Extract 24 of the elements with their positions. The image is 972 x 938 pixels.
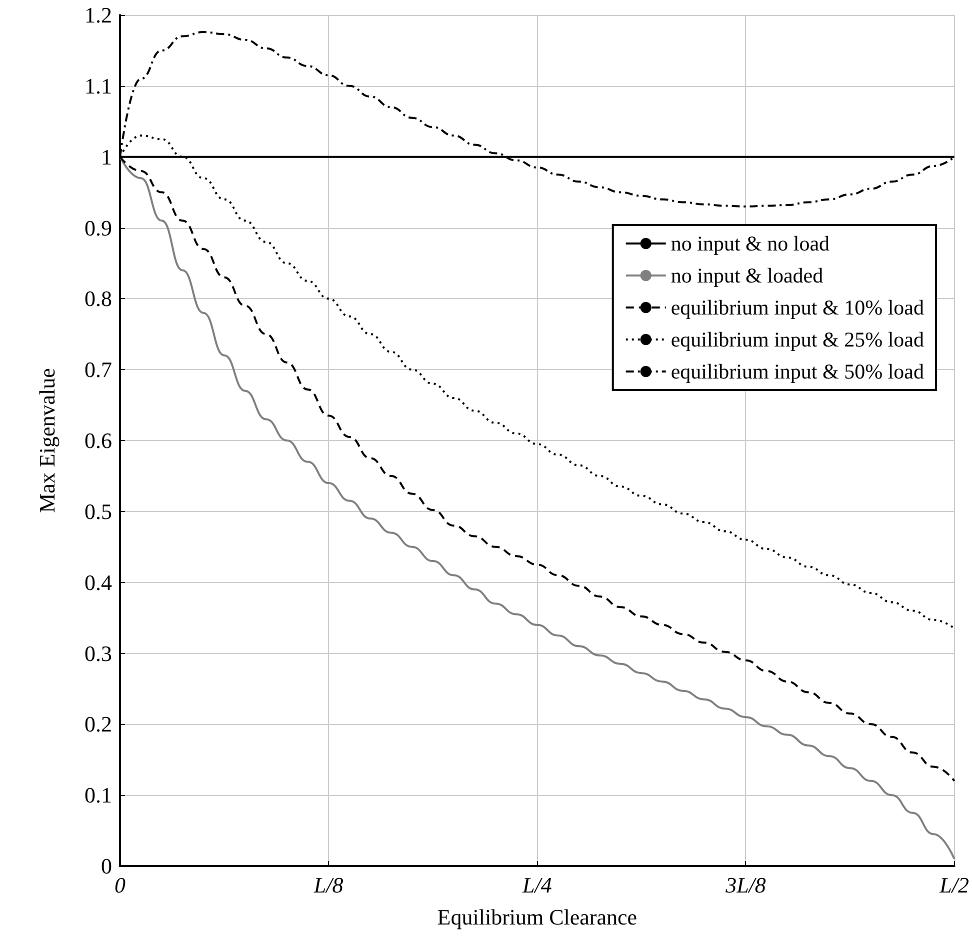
x-tick-label: L/8 — [312, 872, 344, 898]
y-tick-label: 0.7 — [84, 357, 112, 382]
y-tick-label: 0.9 — [84, 215, 112, 240]
legend-label: no input & loaded — [670, 264, 824, 288]
x-tick-label: 3L/8 — [724, 872, 766, 898]
legend-label: no input & no load — [670, 232, 830, 256]
y-tick-label: 1.2 — [84, 2, 112, 28]
legend-label: equilibrium input & 50% load — [670, 360, 924, 384]
y-tick-label: 0.4 — [84, 570, 112, 595]
x-tick-label: L/4 — [521, 872, 552, 898]
y-tick-label: 0.8 — [84, 286, 112, 312]
y-tick-label: 0 — [101, 854, 112, 878]
y-tick-label: 0.5 — [84, 498, 112, 524]
y-tick-label: 0.1 — [84, 782, 112, 808]
y-tick-label: 0.3 — [84, 640, 112, 666]
x-tick-label: L/2 — [938, 872, 970, 898]
legend-label: equilibrium input & 25% load — [670, 328, 924, 352]
y-tick-label: 1 — [101, 144, 112, 170]
legend-label: equilibrium input & 10% load — [670, 296, 924, 320]
y-axis-title: Max Eigenvalue — [34, 368, 60, 513]
y-tick-label: 0.6 — [84, 428, 112, 453]
y-tick-label: 0.2 — [84, 712, 112, 737]
x-axis-title: Equilibrium Clearance — [437, 904, 638, 930]
y-tick-label: 1.1 — [84, 73, 112, 98]
